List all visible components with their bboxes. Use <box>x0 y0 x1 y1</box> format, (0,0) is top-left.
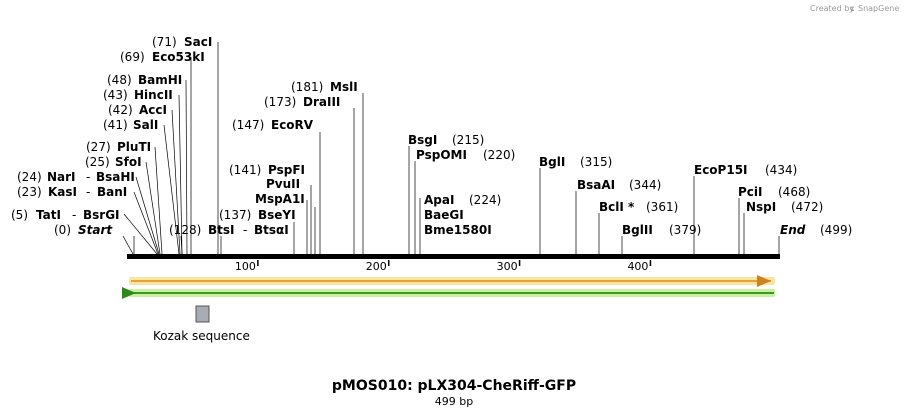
site-bme1580i[interactable]: Bme1580I <box>424 223 492 237</box>
site-pspfi[interactable]: (141) PspFI <box>229 163 305 177</box>
site-kasi[interactable]: (23) KasI - BanI <box>17 185 127 199</box>
site-sfoi[interactable]: (25) SfoI <box>85 155 142 169</box>
site-pvuii[interactable]: PvuII <box>266 177 300 191</box>
site-bglii[interactable]: BglII (379) <box>622 223 701 237</box>
site-hincii[interactable]: (43) HincII <box>103 88 173 102</box>
site-bseyi[interactable]: (137) BseYI <box>219 208 296 222</box>
site-apai[interactable]: ApaI (224) <box>424 193 501 207</box>
site-mspa1i[interactable]: MspA1I <box>255 192 305 206</box>
ruler-tick-label: 300 <box>497 260 518 273</box>
ruler-ticks: 100 200 300 400 <box>235 260 652 273</box>
kozak-feature-box[interactable] <box>195 305 210 323</box>
site-btsi[interactable]: (128) BtsI - BtsαI <box>169 223 289 237</box>
site-eco53ki[interactable]: (69) Eco53kI <box>120 50 205 64</box>
cut-lines <box>122 42 780 255</box>
map-title: pMOS010: pLX304-CheRiff-GFP <box>332 378 576 394</box>
snapgene-icon: ɕ <box>850 4 854 13</box>
site-bsgi[interactable]: BsgI (215) <box>408 133 484 147</box>
credit-prefix: Created by <box>810 4 854 13</box>
site-acci[interactable]: (42) AccI <box>108 103 167 117</box>
site-bsaai[interactable]: BsaAI (344) <box>577 178 661 192</box>
ruler-tick-label: 100 <box>235 260 256 273</box>
site-sali[interactable]: (41) SalI <box>103 118 158 132</box>
site-end[interactable]: End (499) <box>780 223 852 237</box>
site-nari[interactable]: (24) NarI - BsaHI <box>17 170 135 184</box>
site-pspomi[interactable]: PspOMI (220) <box>416 148 515 162</box>
site-bamhi[interactable]: (48) BamHI <box>107 73 182 87</box>
site-ecorv[interactable]: (147) EcoRV <box>232 118 314 132</box>
site-pcii[interactable]: PciI (468) <box>738 185 810 199</box>
credit-brand: SnapGene <box>858 4 899 13</box>
site-msli[interactable]: (181) MslI <box>291 80 358 94</box>
ruler-tick-label: 200 <box>366 260 387 273</box>
ruler-tick-label: 400 <box>627 260 648 273</box>
site-draiii[interactable]: (173) DraIII <box>264 95 340 109</box>
site-bgli[interactable]: BglI (315) <box>539 155 612 169</box>
sequence-length: 499 bp <box>435 395 473 408</box>
sequence-backbone <box>127 254 780 259</box>
kozak-label: Kozak sequence <box>153 329 250 343</box>
site-tati[interactable]: (5) TatI - BsrGI <box>11 208 120 222</box>
site-start[interactable]: (0) Start <box>54 223 113 237</box>
site-pluti[interactable]: (27) PluTI <box>86 140 151 154</box>
site-ecop15i[interactable]: EcoP15I (434) <box>694 163 797 177</box>
site-baegi[interactable]: BaeGI <box>424 208 464 222</box>
site-nspi[interactable]: NspI (472) <box>746 200 823 214</box>
site-bcli[interactable]: BclI * (361) <box>599 200 678 214</box>
site-saci[interactable]: (71) SacI <box>152 35 212 49</box>
